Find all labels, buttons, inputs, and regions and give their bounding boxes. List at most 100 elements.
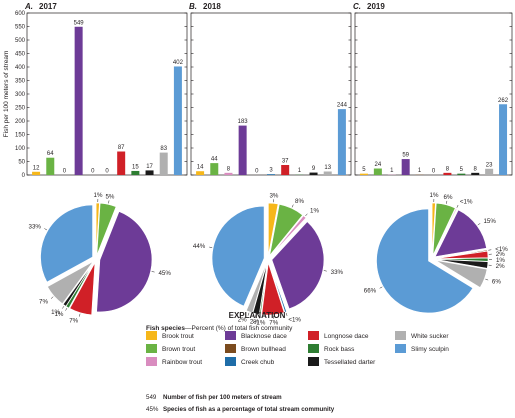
bar-value-label: 17	[146, 164, 153, 170]
y-tick-label: 400	[15, 65, 26, 71]
bar-longnose-dace	[443, 172, 452, 175]
legend-item-slimy-sculpin: Slimy sculpin	[395, 344, 449, 353]
pie-slice-rock-bass	[435, 257, 489, 262]
legend-item-tessellated-darter: Tessellated darter	[308, 357, 376, 366]
y-tick-label: 300	[15, 92, 26, 98]
note-count-text: Number of fish per 100 meters of stream	[163, 394, 282, 401]
bar-longnose-dace	[281, 165, 290, 175]
pie-slice-label: 45%	[158, 270, 171, 277]
legend-swatch	[395, 331, 406, 340]
legend-swatch	[146, 331, 157, 340]
pie-slice-label: <1%	[460, 198, 473, 205]
pie-leader-line	[65, 307, 68, 311]
bar-slimy-sculpin	[173, 66, 182, 175]
y-tick-label: 50	[18, 160, 25, 166]
bar-tessellated-darter	[145, 170, 154, 175]
bar-slimy-sculpin	[337, 109, 346, 175]
bar-value-label: 1	[298, 168, 302, 174]
pie-slice-label: 1%	[54, 311, 63, 318]
pie-slice-label: 1%	[430, 192, 439, 199]
bar-panel-2018: B. 2018 14 44 8 183 0 3 37 1 9 13 244	[189, 2, 352, 176]
pie-slice-label: 7%	[69, 317, 78, 324]
pie-leader-line	[323, 270, 327, 272]
bar-value-label: 549	[74, 20, 85, 26]
legend-swatch	[146, 344, 157, 353]
legend-items: Brook trout Brown trout Rainbow trout Black…	[146, 331, 449, 366]
pie-slice-label: 1%	[51, 309, 60, 316]
pie-charts: 1% 5%45%7%1%1%7%33%3%8%1%33%<1%7%<1%2%2%4…	[29, 192, 509, 327]
pie-slice-brown-trout	[269, 203, 304, 256]
bar-value-label: 1	[418, 168, 422, 174]
bar-brown-trout	[210, 163, 219, 175]
pie-slice-blacknose-dace	[271, 221, 325, 310]
bar-panel-2017: A. 20170501001502002503003504004505005506…	[15, 2, 188, 179]
legend-swatch	[308, 344, 319, 353]
explanation-title: EXPLANATION	[229, 311, 286, 320]
bar-rock-bass	[131, 170, 140, 175]
y-tick-label: 250	[15, 106, 26, 112]
bar-value-label: 244	[337, 103, 348, 109]
bar-brook-trout	[196, 171, 205, 175]
pie-slice-label: 2%	[250, 319, 259, 326]
bar-value-label: 5	[362, 167, 366, 173]
pie-2019: 1% 6%<1%15%<1%2%1%2%6%66%	[364, 192, 508, 314]
note-percent-value: 45%	[146, 406, 159, 413]
pie-slice-label: 7%	[39, 298, 48, 305]
pie-leader-line	[379, 286, 383, 289]
explanation-subtitle: Fish species—Percent (%) of total fish c…	[146, 325, 293, 332]
legend-label: Slimy sculpin	[411, 346, 449, 353]
pie-slice-slimy-sculpin	[376, 208, 474, 314]
pie-slice-label: 2%	[496, 263, 505, 270]
pie-slice-slimy-sculpin	[211, 205, 265, 307]
pie-leader-line	[62, 306, 65, 309]
pie-slice-label: 3%	[269, 192, 278, 199]
pie-slice-label: 6%	[444, 194, 453, 201]
panel-frame	[354, 12, 513, 176]
legend-item-longnose-dace: Longnose dace	[308, 331, 369, 340]
pie-slice-brown-trout	[432, 202, 456, 256]
panel-year: 2017	[39, 2, 57, 11]
bar-value-label: 0	[105, 169, 109, 175]
bar-value-label: 87	[118, 145, 125, 151]
bar-panel-2019: C. 2019 5 24 1 59 1 0 8 5 8 23 262	[353, 2, 513, 176]
legend-swatch	[395, 344, 406, 353]
legend-label: Rock bass	[324, 346, 355, 353]
pie-slice-rainbow-trout	[270, 215, 307, 257]
legend-label: Brown trout	[162, 346, 195, 353]
y-tick-label: 600	[15, 11, 26, 17]
legend-item-brook-trout: Brook trout	[146, 331, 194, 340]
bar-blacknose-dace	[74, 26, 83, 175]
bar-longnose-dace	[117, 151, 126, 175]
pie-slice-blacknose-dace	[434, 209, 487, 258]
pie-leader-line	[79, 313, 81, 317]
bar-blacknose-dace	[238, 125, 247, 175]
pie-slice-creek-chub	[268, 262, 287, 313]
pie-leader-line	[456, 204, 459, 208]
pie-slice-longnose-dace	[261, 262, 285, 316]
pie-slice-label: 5%	[105, 194, 114, 201]
pie-slice-blacknose-dace	[96, 211, 153, 313]
panel-frame	[190, 12, 352, 176]
bar-creek-chub	[267, 174, 275, 175]
pie-slice-white-sucker	[245, 262, 267, 314]
legend-item-rainbow-trout: Rainbow trout	[146, 357, 202, 366]
pie-leader-line	[50, 296, 54, 299]
pie-slice-label: 1%	[94, 192, 103, 199]
bar-value-label: 83	[160, 146, 167, 152]
bar-value-label: 8	[227, 166, 231, 172]
bar-slimy-sculpin	[499, 104, 508, 175]
pie-slice-label: 15%	[483, 218, 496, 225]
bar-brook-trout	[32, 171, 41, 175]
pie-leader-line	[44, 228, 48, 231]
bar-value-label: 59	[402, 153, 409, 159]
panel-letter: B.	[189, 2, 197, 11]
bar-value-label: 64	[47, 151, 54, 157]
y-tick-label: 150	[15, 133, 26, 139]
bar-value-label: 262	[498, 98, 509, 104]
y-tick-label: 500	[15, 38, 26, 44]
legend-swatch	[225, 344, 236, 353]
legend-item-brown-trout: Brown trout	[146, 344, 195, 353]
bar-value-label: 24	[375, 162, 382, 168]
bar-value-label: 0	[255, 169, 259, 175]
legend-item-white-sucker: White sucker	[395, 331, 449, 340]
